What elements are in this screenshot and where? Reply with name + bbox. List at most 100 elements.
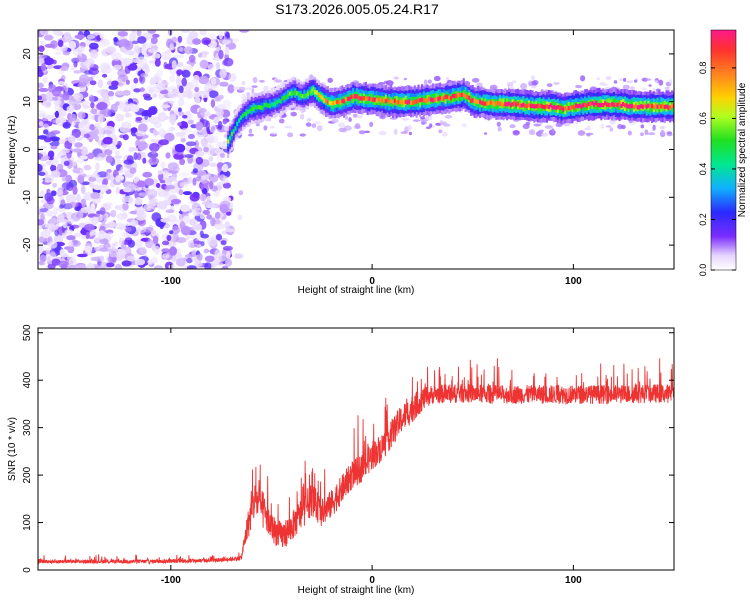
heatmap-noise-cell [80,167,84,176]
heatmap-ridge-cell [346,96,349,101]
heatmap-ridge-cell [326,100,329,105]
heatmap-noise-cell [41,229,51,239]
heatmap-ridge-cell [238,118,241,123]
heatmap-halo-cell [613,80,618,84]
heatmap-noise-cell [210,99,216,108]
heatmap-noise-cell [87,113,92,120]
heatmap-noise-cell [94,264,100,269]
x-tick-label: -100 [161,276,181,287]
heatmap-noise-cell [85,231,90,240]
heatmap-noise-cell [192,168,198,174]
heatmap-ridge-cell [488,100,491,105]
heatmap-noise-cell [38,171,46,176]
heatmap-ridge-cell [643,103,646,108]
heatmap-noise-cell [221,39,232,45]
heatmap-noise-cell [212,136,219,144]
heatmap-ridge-cell [303,94,306,99]
heatmap-ridge-cell [433,97,436,102]
heatmap-noise-cell [121,121,130,128]
heatmap-noise-cell [199,30,207,36]
heatmap-noise-cell [218,31,223,40]
heatmap-ridge-cell [399,99,402,104]
heatmap-ridge-cell [587,101,590,107]
heatmap-halo-cell [538,129,545,132]
heatmap-noise-cell [126,183,136,192]
heatmap-halo-cell [444,114,453,119]
heatmap-noise-cell [74,34,85,39]
heatmap-noise-cell [221,163,229,173]
heatmap-ridge-cell [439,95,442,100]
heatmap-ridge-cell [549,103,552,108]
heatmap-ridge-cell [520,103,523,108]
heatmap-ridge-cell [325,98,328,103]
heatmap-halo-cell [580,75,586,82]
heatmap-ridge-cell [649,103,652,108]
heatmap-noise-cell [48,241,58,249]
heatmap-noise-cell [77,253,88,258]
heatmap-noise-cell [102,136,114,145]
heatmap-halo-cell [577,130,586,136]
heatmap-noise-cell [200,177,208,184]
heatmap-noise-cell [241,93,247,101]
heatmap-noise-cell [224,221,230,230]
heatmap-ridge-cell [663,104,666,110]
heatmap-noise-cell [82,104,91,109]
heatmap-noise-cell [42,100,52,109]
heatmap-noise-cell [111,52,122,61]
heatmap-ridge-cell [582,103,585,108]
heatmap-noise-cell [105,46,117,54]
heatmap-ridge-cell [277,98,280,103]
heatmap-noise-cell [154,58,161,67]
y-tick-label: 0 [22,567,33,573]
heatmap-ridge-cell [270,102,273,107]
heatmap-noise-cell [215,62,220,70]
heatmap-noise-cell [142,157,147,164]
heatmap-halo-cell [369,121,374,128]
heatmap-noise-cell [79,100,90,106]
heatmap-noise-cell [45,91,54,101]
heatmap-noise-cell [123,222,132,227]
heatmap-noise-cell [191,219,198,227]
heatmap-ridge-cell [274,101,277,106]
heatmap-halo-cell [271,131,278,135]
heatmap-noise-cell [136,152,142,161]
heatmap-noise-cell [62,91,70,101]
heatmap-noise-cell [200,233,209,239]
heatmap-noise-cell [194,150,205,157]
heatmap-noise-cell [90,101,95,109]
heatmap-noise-cell [165,209,175,214]
heatmap-noise-cell [182,65,193,71]
heatmap-noise-cell [149,142,160,152]
heatmap-ridge-cell [395,100,398,105]
heatmap-halo-cell [644,129,649,136]
heatmap-halo-cell [269,125,275,129]
heatmap-noise-cell [53,206,58,216]
heatmap-ridge-cell [576,104,579,109]
heatmap-ridge-cell [288,91,291,96]
heatmap-halo-cell [575,84,582,89]
heatmap-ridge-cell [402,100,405,105]
heatmap-noise-cell [191,255,197,262]
heatmap-halo-cell [658,79,664,86]
heatmap-ridge-cell [565,106,568,111]
heatmap-halo-cell [620,124,626,130]
heatmap-ridge-cell [359,96,362,101]
heatmap-ridge-cell [308,90,311,95]
heatmap-noise-cell [38,110,46,116]
heatmap-noise-cell [169,100,175,104]
heatmap-ridge-cell [616,102,619,108]
heatmap-ridge-cell [498,101,501,107]
heatmap-halo-cell [666,131,673,135]
heatmap-noise-cell [140,73,149,78]
heatmap-ridge-cell [312,87,315,92]
heatmap-noise-cell [151,156,157,163]
heatmap-noise-cell [138,59,144,69]
x-tick-label: 100 [565,276,582,287]
heatmap-ridge-cell [258,104,261,110]
heatmap-noise-cell [115,113,125,122]
heatmap-noise-cell [74,94,80,100]
heatmap-ridge-cell [611,102,614,107]
heatmap-noise-cell [66,235,76,241]
heatmap-noise-cell [169,43,174,50]
heatmap-ridge-cell [417,98,420,103]
